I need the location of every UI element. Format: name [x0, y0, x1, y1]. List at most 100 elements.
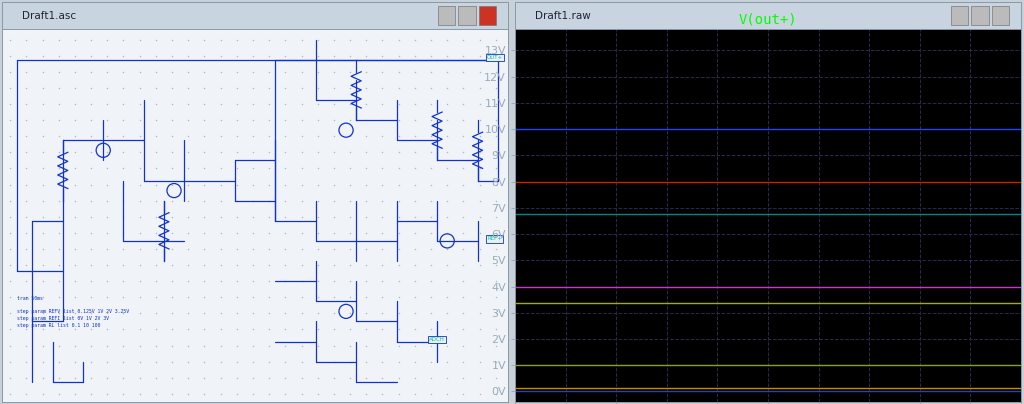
Point	[390, 117, 407, 123]
Point	[147, 326, 164, 333]
Point	[342, 85, 358, 91]
Text: Draft1.raw: Draft1.raw	[536, 11, 591, 21]
Point	[228, 294, 245, 301]
Point	[83, 165, 99, 172]
Point	[390, 133, 407, 139]
Point	[35, 375, 51, 381]
Point	[407, 342, 423, 349]
Point	[67, 294, 83, 301]
Point	[164, 375, 180, 381]
Point	[35, 36, 51, 43]
Point	[99, 375, 116, 381]
Point	[116, 294, 132, 301]
Point	[164, 36, 180, 43]
Point	[35, 246, 51, 252]
Point	[261, 53, 278, 59]
Point	[487, 85, 504, 91]
Point	[212, 117, 228, 123]
Point	[261, 101, 278, 107]
Point	[487, 181, 504, 188]
Point	[197, 53, 213, 59]
Point	[18, 181, 35, 188]
Point	[471, 69, 487, 75]
Point	[309, 101, 326, 107]
Point	[293, 117, 309, 123]
Point	[180, 229, 197, 236]
Point	[99, 85, 116, 91]
Point	[309, 229, 326, 236]
Point	[18, 198, 35, 204]
Point	[245, 117, 261, 123]
Point	[293, 278, 309, 284]
Point	[245, 36, 261, 43]
Point	[18, 165, 35, 172]
Point	[35, 262, 51, 268]
Point	[147, 246, 164, 252]
Point	[326, 294, 342, 301]
Point	[456, 69, 472, 75]
Point	[131, 310, 147, 317]
Point	[50, 358, 67, 365]
Point	[261, 310, 278, 317]
Point	[471, 165, 487, 172]
Point	[309, 165, 326, 172]
Point	[245, 85, 261, 91]
Point	[309, 342, 326, 349]
Point	[309, 53, 326, 59]
Point	[261, 246, 278, 252]
Point	[407, 294, 423, 301]
Point	[164, 133, 180, 139]
Point	[197, 358, 213, 365]
Point	[309, 375, 326, 381]
Point	[487, 53, 504, 59]
Point	[228, 198, 245, 204]
Point	[228, 262, 245, 268]
Point	[67, 36, 83, 43]
Point	[374, 375, 390, 381]
Point	[358, 391, 375, 397]
Point	[374, 198, 390, 204]
Point	[439, 375, 456, 381]
Point	[35, 149, 51, 156]
Point	[342, 375, 358, 381]
Point	[423, 85, 439, 91]
Point	[471, 117, 487, 123]
Point	[309, 181, 326, 188]
Point	[35, 294, 51, 301]
Point	[293, 358, 309, 365]
Point	[278, 69, 294, 75]
Point	[50, 165, 67, 172]
Point	[374, 149, 390, 156]
Point	[423, 213, 439, 220]
Point	[423, 326, 439, 333]
Point	[2, 375, 18, 381]
Point	[212, 326, 228, 333]
Point	[245, 101, 261, 107]
Point	[131, 375, 147, 381]
Point	[67, 278, 83, 284]
Point	[147, 358, 164, 365]
Point	[2, 198, 18, 204]
Point	[358, 36, 375, 43]
Point	[358, 326, 375, 333]
Point	[67, 246, 83, 252]
Point	[439, 391, 456, 397]
Point	[83, 294, 99, 301]
Point	[487, 391, 504, 397]
Point	[487, 358, 504, 365]
Point	[131, 213, 147, 220]
Point	[35, 85, 51, 91]
Point	[261, 117, 278, 123]
Point	[309, 294, 326, 301]
Point	[180, 36, 197, 43]
Point	[326, 69, 342, 75]
Point	[358, 53, 375, 59]
Point	[35, 310, 51, 317]
Point	[212, 101, 228, 107]
Point	[180, 117, 197, 123]
Point	[326, 229, 342, 236]
Point	[245, 213, 261, 220]
Point	[2, 165, 18, 172]
Point	[164, 229, 180, 236]
Point	[212, 375, 228, 381]
